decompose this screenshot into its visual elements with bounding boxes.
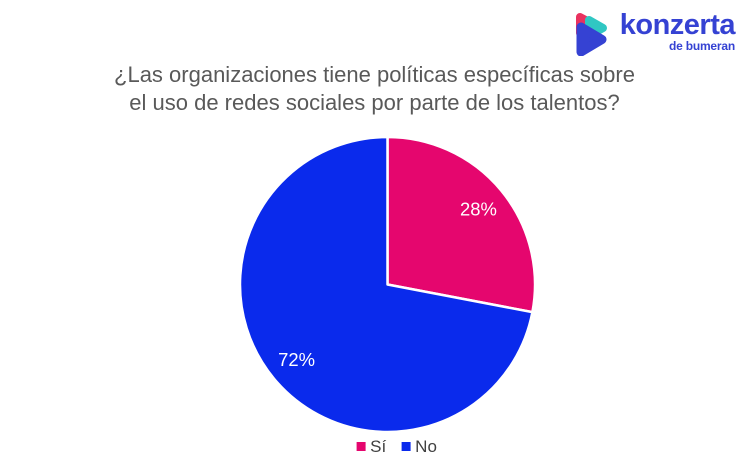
brand-tagline: de bumeran: [668, 39, 735, 53]
pie-chart: 28% 72%: [238, 135, 537, 434]
legend-item-no: No: [401, 438, 437, 455]
pie-slice-si: [386, 135, 537, 314]
konzerta-logo-icon: [575, 13, 607, 56]
chart-title: ¿Las organizaciones tiene políticas espe…: [0, 61, 749, 117]
chart-title-line1: ¿Las organizaciones tiene políticas espe…: [114, 62, 635, 87]
brand-wordmark-block: konzerta de bumeran: [619, 8, 736, 53]
legend-label-no: No: [415, 437, 437, 456]
chart-legend: Sí No: [356, 438, 437, 455]
legend-label-si: Sí: [370, 437, 387, 456]
legend-swatch-no: [401, 442, 411, 451]
brand-logo: konzerta de bumeran: [572, 8, 736, 56]
legend-swatch-si: [356, 442, 366, 451]
pie-data-label-si: 28%: [460, 199, 497, 220]
chart-title-line2: el uso de redes sociales por parte de lo…: [129, 90, 620, 115]
pie-slice-no: [238, 135, 534, 434]
pie-chart-svg: 28% 72%: [238, 135, 537, 434]
brand-wordmark: konzerta: [619, 9, 736, 41]
pie-data-label-no: 72%: [278, 349, 315, 370]
legend-item-si: Sí: [356, 438, 386, 455]
